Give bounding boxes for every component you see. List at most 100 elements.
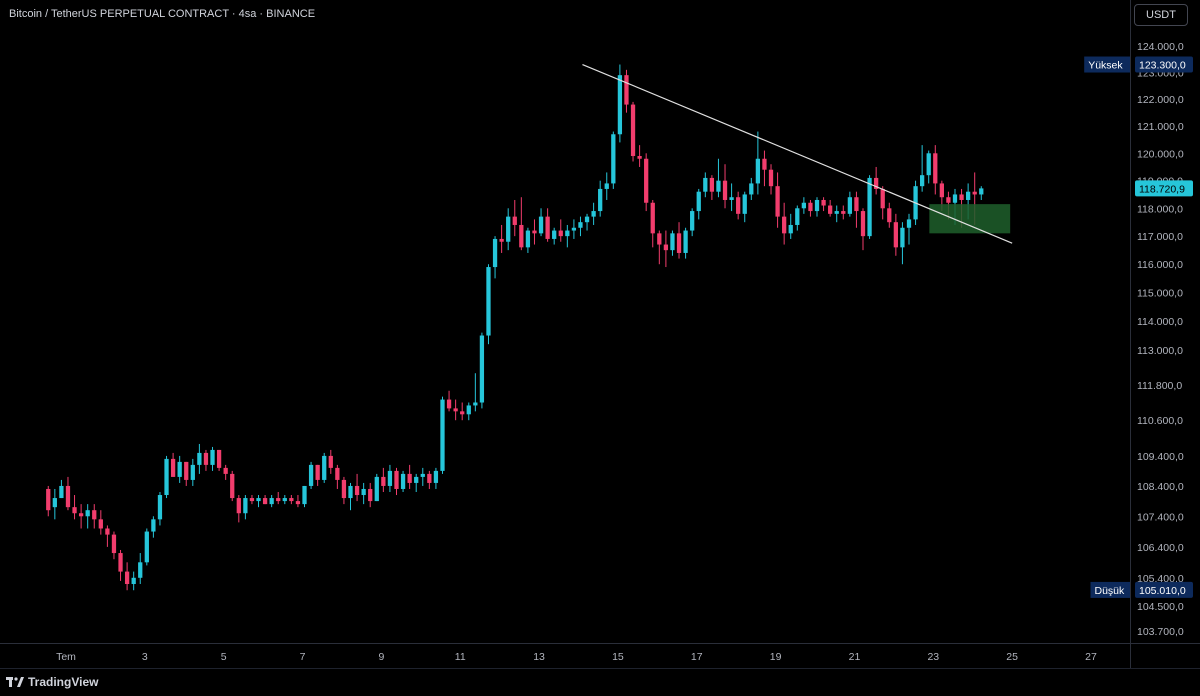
candle-body (709, 177, 715, 192)
candle-body (203, 452, 209, 465)
tradingview-logo-icon (6, 676, 24, 688)
candle (801, 197, 807, 214)
price-tick-label: 116.000,0 (1137, 259, 1183, 271)
time-axis[interactable]: Tem 3 5 7 9 11 13 15 17 19 21 23 25 27 (0, 643, 1130, 668)
candlestick-plot[interactable]: Yüksek Düşük (0, 0, 1130, 643)
candle-body (749, 183, 754, 195)
price-tick-label: 120.000,0 (1137, 148, 1184, 160)
candle (124, 562, 130, 591)
candle (65, 476, 71, 511)
candle (203, 449, 209, 471)
candle-body (972, 191, 977, 195)
candle (111, 531, 117, 560)
candle (341, 476, 347, 505)
price-tick-label: 121.000,0 (1137, 121, 1184, 133)
candle (387, 464, 393, 492)
axis-corner (1130, 643, 1200, 668)
price-tick-label: 113.000,0 (1137, 345, 1183, 357)
candle-body (414, 476, 419, 483)
candle (440, 396, 445, 474)
candle (138, 553, 143, 585)
candle-body (558, 230, 563, 237)
candle (538, 208, 544, 237)
candle (210, 446, 215, 471)
price-tick-label: 117.000,0 (1137, 231, 1183, 243)
candle-body (492, 238, 498, 268)
candle (420, 467, 425, 486)
candle-body (742, 194, 747, 214)
candle-body (105, 528, 110, 535)
candle (269, 495, 274, 508)
candle (828, 199, 833, 217)
candle-body (315, 464, 320, 480)
candle-body (52, 498, 57, 508)
candle (716, 158, 721, 198)
candle (118, 549, 123, 581)
price-axis[interactable]: 124.000,0 123.000,0 122.000,0 121.000,0 120.… (1130, 0, 1200, 643)
candle (604, 172, 609, 200)
candle-body (532, 230, 537, 234)
candle-body (473, 402, 478, 406)
candle-body (197, 452, 202, 465)
price-tick-label: 105.400,0 (1137, 573, 1184, 585)
candle-body (78, 513, 84, 517)
candle-body (690, 211, 695, 231)
price-tick-label: 124.000,0 (1137, 41, 1184, 53)
candle (854, 191, 859, 228)
candle (427, 470, 432, 489)
candle-body (814, 199, 820, 212)
candle (256, 495, 261, 508)
candle (144, 528, 149, 566)
candle-body (552, 230, 557, 239)
candle-body (900, 227, 905, 248)
candle (617, 64, 623, 143)
price-tick-label: 114.000,0 (1137, 316, 1183, 328)
candle-body (282, 498, 287, 502)
candle (630, 101, 636, 162)
candle-body (335, 467, 340, 480)
candle (282, 495, 287, 505)
price-tick-label: 106.400,0 (1137, 542, 1184, 554)
candle-body (420, 473, 425, 477)
time-tick-label: 19 (770, 651, 782, 663)
candle-body (446, 399, 452, 409)
candle-body (440, 399, 445, 471)
candle (486, 264, 491, 345)
candle (762, 150, 767, 187)
candle (736, 191, 741, 220)
candle (151, 516, 156, 538)
candle (453, 399, 458, 421)
candle (85, 504, 90, 529)
candle (933, 145, 938, 195)
candle (374, 473, 379, 502)
candle-body (361, 488, 366, 496)
price-tick-label: 104.500,0 (1137, 601, 1184, 613)
currency-button[interactable]: USDT (1134, 4, 1188, 26)
candle (157, 491, 163, 526)
candle (328, 449, 333, 474)
candle-body (295, 501, 301, 505)
candle-body (630, 104, 636, 157)
candle-body (939, 183, 944, 198)
candle-body (611, 134, 616, 184)
tradingview-logo[interactable]: TradingView (6, 675, 98, 689)
candle-body (624, 75, 629, 105)
candle (808, 199, 813, 217)
candle-body (644, 158, 649, 203)
candle-body (716, 180, 721, 192)
candle-body (722, 180, 728, 200)
high-price-badge-bg (1135, 56, 1193, 73)
time-tick-label: 15 (612, 651, 624, 663)
candle (755, 131, 761, 195)
chart-pane[interactable]: Yüksek Düşük Bitcoin / TetherUS PERPETUAL… (0, 0, 1130, 643)
candle (709, 175, 715, 200)
candle-body (328, 455, 333, 468)
candle (243, 495, 248, 520)
candle (920, 145, 925, 192)
candle (276, 491, 281, 505)
candle (302, 485, 307, 508)
low-price-badge: 105.010,0 (1135, 581, 1193, 598)
candle-body (486, 267, 491, 336)
price-tick-label: 103.700,0 (1137, 626, 1184, 638)
candle (479, 332, 485, 409)
